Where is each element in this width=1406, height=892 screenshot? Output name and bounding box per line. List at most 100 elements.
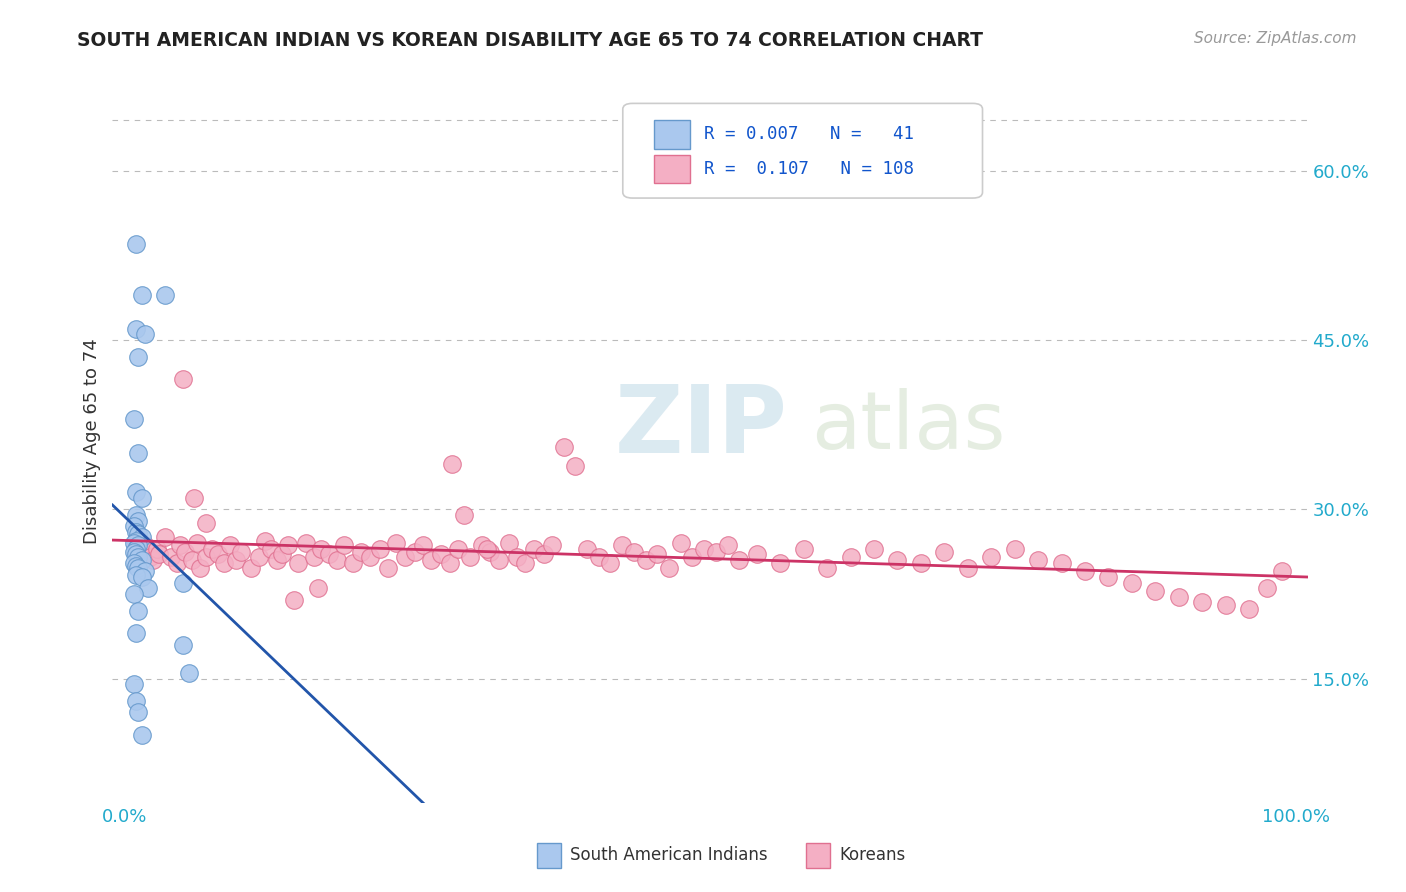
Point [212,557,235,571]
Point [134,327,156,342]
Point [131,287,153,301]
Point [125,485,148,500]
Point [134,538,156,552]
Point [980,549,1002,564]
Text: R = 0.007   N =   41: R = 0.007 N = 41 [704,125,914,143]
Point [131,570,153,584]
Point [127,561,149,575]
Point [155,531,177,545]
Point [693,541,716,556]
Point [125,567,148,582]
Point [307,582,329,596]
Text: SOUTH AMERICAN INDIAN VS KOREAN DISABILITY AGE 65 TO 74 CORRELATION CHART: SOUTH AMERICAN INDIAN VS KOREAN DISABILI… [77,31,983,50]
Point [283,592,305,607]
Point [1097,570,1119,584]
Point [125,508,148,522]
Point [125,536,148,550]
Point [458,549,481,564]
Point [342,557,364,571]
Point [218,538,240,552]
Point [1167,591,1189,605]
Point [127,446,149,460]
Point [127,604,149,618]
Point [420,553,443,567]
Point [412,538,434,552]
Point [122,545,145,559]
Point [477,541,499,556]
Point [1050,557,1073,571]
Point [231,545,253,559]
Point [127,538,149,552]
Point [385,536,408,550]
Point [326,553,349,567]
Point [125,524,148,539]
Point [127,541,149,556]
Point [704,545,727,559]
Point [136,582,159,596]
Point [745,548,768,562]
Point [956,561,979,575]
Point [1121,575,1143,590]
Point [166,557,188,571]
Point [1237,601,1260,615]
Point [127,706,149,720]
Point [181,553,204,567]
Point [359,549,381,564]
Point [260,541,283,556]
Point [131,545,153,559]
Point [125,548,148,562]
Point [155,287,177,301]
Point [127,549,149,564]
Point [523,541,546,556]
Point [1004,541,1026,556]
Point [1191,595,1213,609]
Point [183,491,205,505]
Point [207,548,229,562]
Point [498,536,520,550]
Point [122,519,145,533]
Point [139,549,162,564]
FancyBboxPatch shape [623,103,983,198]
Point [172,638,194,652]
Point [253,533,276,548]
Point [160,549,183,564]
Point [404,545,426,559]
Point [122,587,145,601]
Point [122,557,145,571]
Point [1026,553,1049,567]
Point [453,508,475,522]
Point [350,545,373,559]
Point [429,548,451,562]
Point [553,440,575,454]
Point [127,350,149,364]
Point [564,459,586,474]
Point [169,538,191,552]
Bar [654,120,690,149]
Point [439,557,461,571]
Point [447,541,470,556]
Point [125,237,148,252]
Point [1144,583,1167,598]
Point [125,541,148,556]
Point [127,514,149,528]
Point [634,553,657,567]
Text: Source: ZipAtlas.com: Source: ZipAtlas.com [1194,31,1357,46]
Point [441,457,464,471]
Point [513,557,536,571]
Point [815,561,838,575]
Point [125,558,148,573]
Point [225,553,247,567]
Point [728,553,751,567]
Point [302,549,325,564]
Text: atlas: atlas [811,388,1005,467]
Point [377,561,399,575]
Point [1271,565,1294,579]
Point [295,536,318,550]
Bar [654,154,690,184]
Point [125,626,148,640]
Text: R =  0.107   N = 108: R = 0.107 N = 108 [704,160,914,178]
Point [131,728,153,742]
Point [172,575,194,590]
Text: Koreans: Koreans [839,846,905,863]
Point [195,516,218,530]
